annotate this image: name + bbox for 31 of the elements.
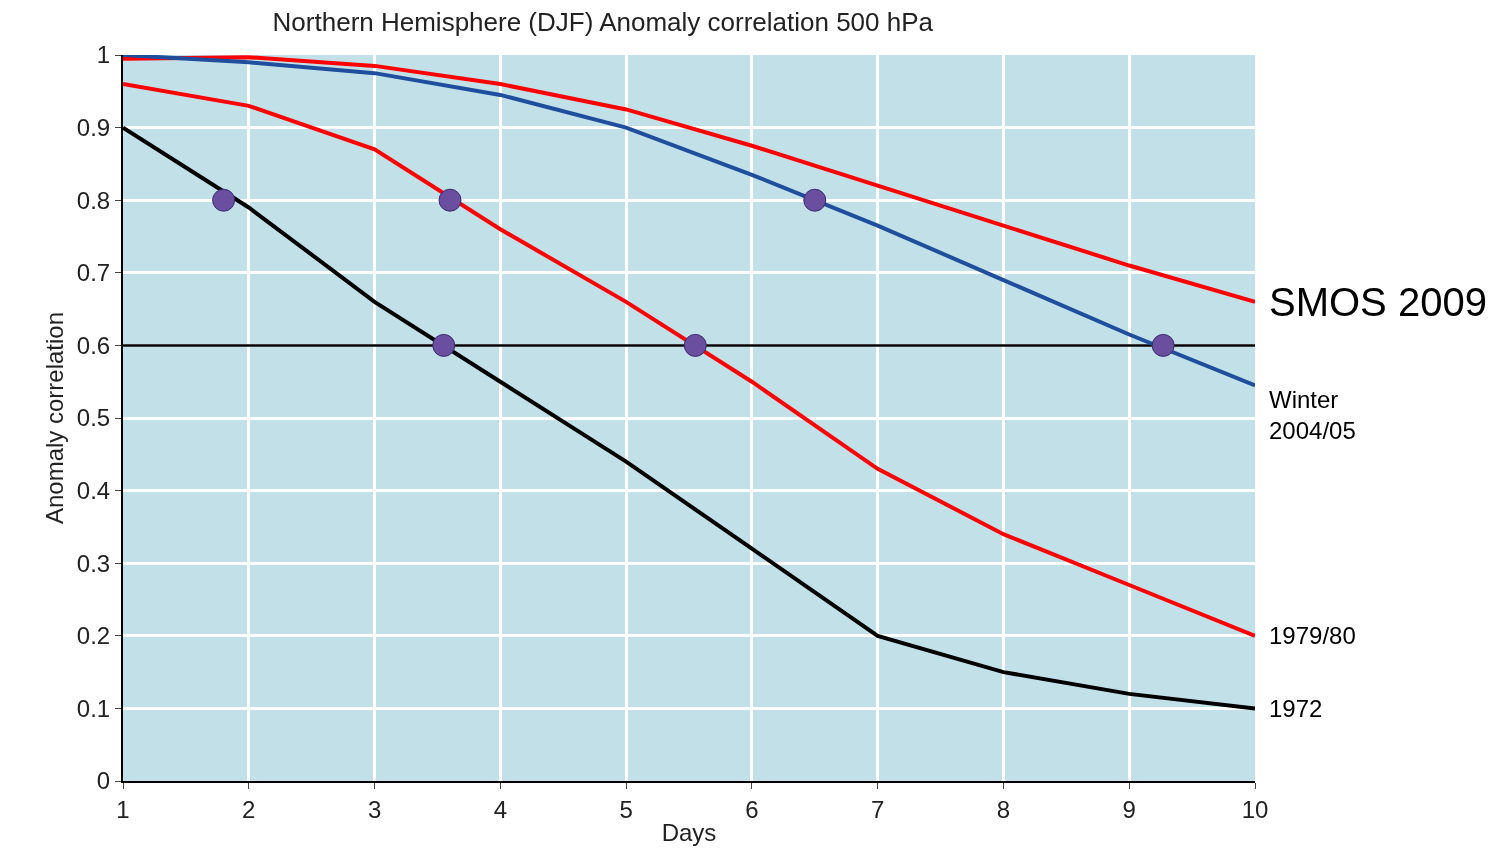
x-tick-label: 9 — [1122, 795, 1136, 823]
x-tick-label: 2 — [242, 795, 256, 823]
y-tick-label: 0 — [96, 767, 111, 795]
series-label: 1979/80 — [1269, 622, 1356, 649]
y-tick-label: 1 — [96, 41, 111, 69]
x-tick-label: 1 — [116, 795, 130, 823]
line-series — [123, 82, 1255, 638]
series-label: Winter 2004/05 — [1269, 386, 1356, 445]
y-tick-label: 0.6 — [76, 331, 111, 359]
x-tick-label: 10 — [1241, 795, 1269, 823]
series-label: 1972 — [1269, 695, 1323, 722]
line-series — [123, 55, 1255, 304]
line-series — [123, 55, 1255, 388]
series-label: SMOS 2009 — [1269, 280, 1487, 324]
x-tick-label: 8 — [996, 795, 1011, 823]
x-tick-label: 7 — [870, 795, 885, 823]
x-tick-label: 4 — [493, 795, 508, 823]
y-tick-label: 0.2 — [76, 622, 111, 650]
y-axis-title: Anomaly correlation — [41, 311, 69, 525]
x-axis-title: Days — [661, 818, 717, 846]
x-tick-label: 5 — [619, 795, 633, 823]
y-tick-label: 0.5 — [76, 404, 111, 432]
y-tick-label: 0.4 — [76, 477, 111, 504]
y-tick-label: 0.7 — [76, 259, 111, 287]
y-tick-label: 0.8 — [76, 186, 111, 214]
y-tick-label: 0.1 — [76, 694, 111, 722]
x-tick-label: 6 — [745, 795, 759, 823]
x-tick-label: 3 — [367, 795, 382, 823]
y-tick-label: 0.3 — [76, 549, 111, 577]
y-tick-label: 0.9 — [76, 114, 111, 141]
chart-title: Northern Hemisphere (DJF) Anomaly correlation 500 hPa — [272, 7, 934, 38]
